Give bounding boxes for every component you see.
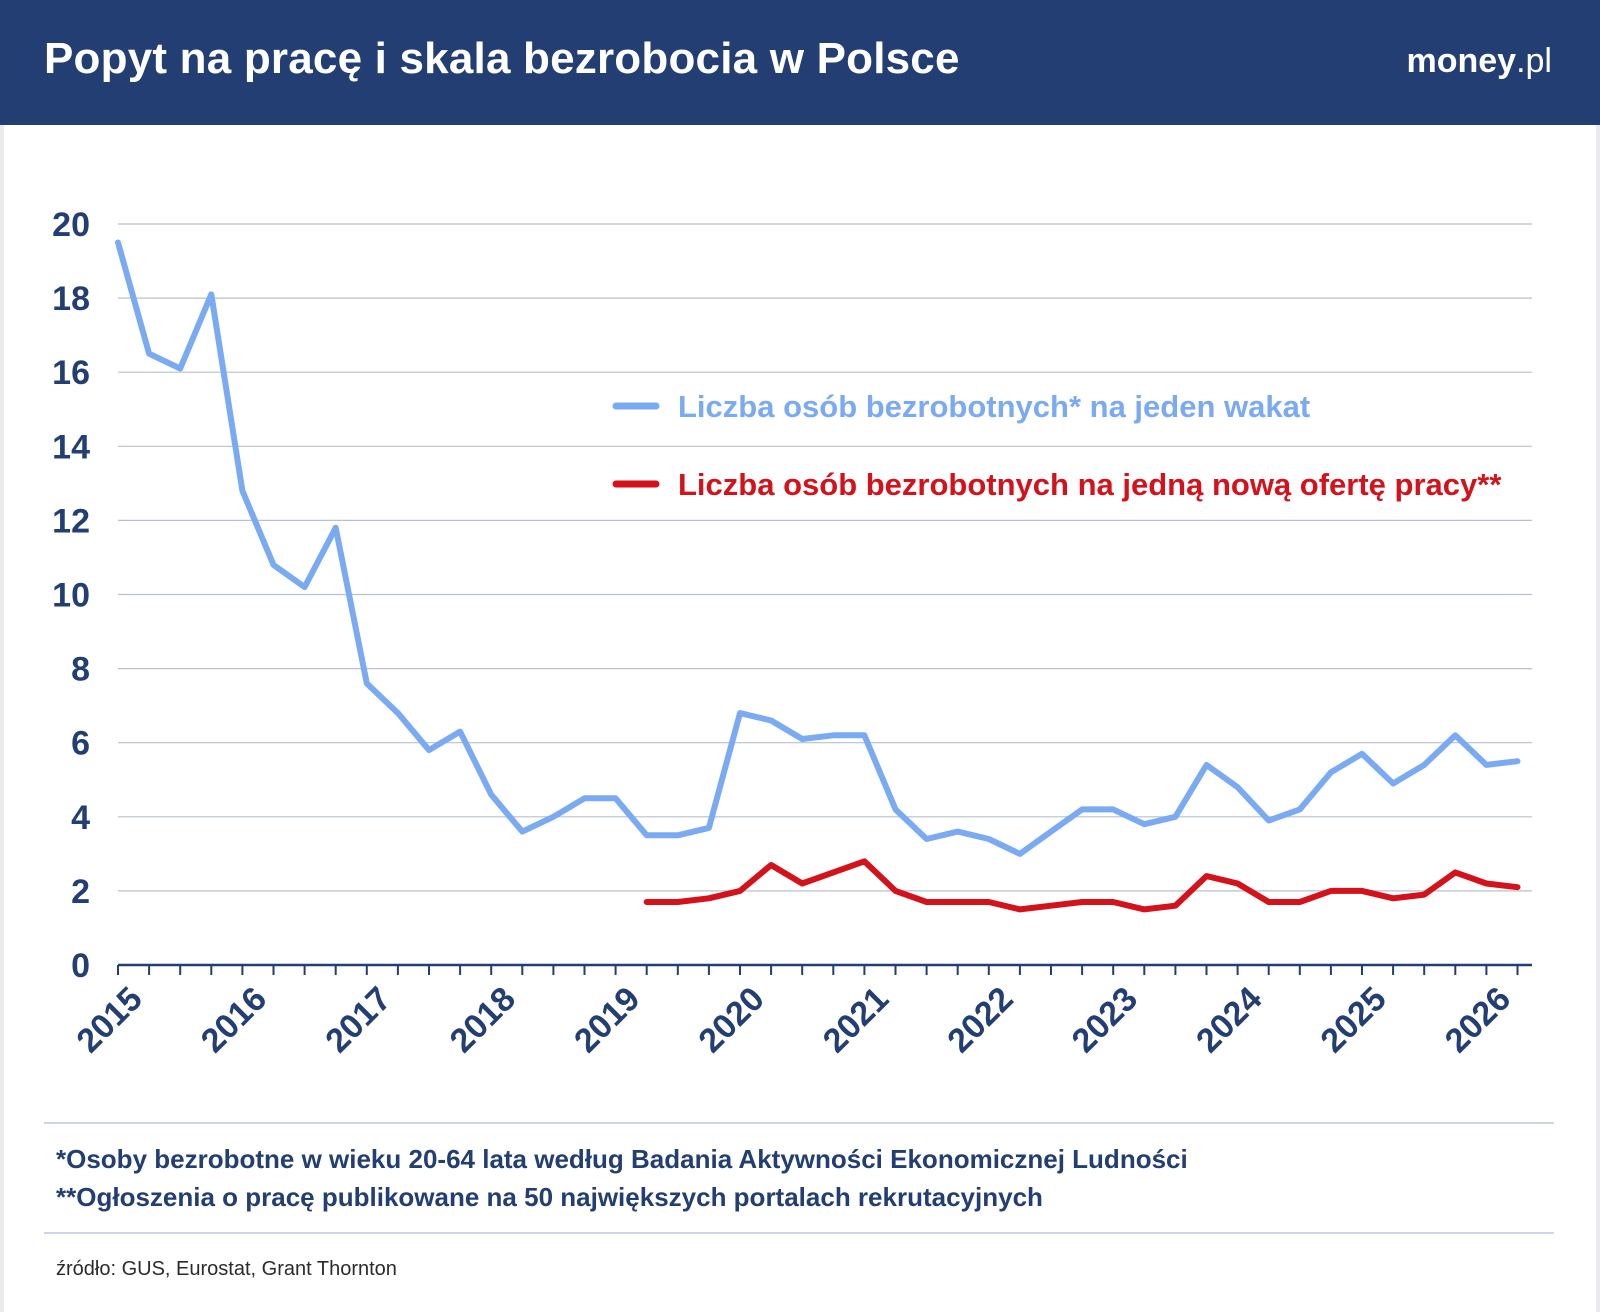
y-tick-label: 16 bbox=[52, 354, 90, 392]
legend-label-1: Liczba osób bezrobotnych* na jeden wakat bbox=[678, 389, 1310, 424]
y-tick-label: 20 bbox=[52, 206, 90, 244]
page-title: Popyt na pracę i skala bezrobocia w Pols… bbox=[44, 34, 960, 83]
x-tick-label: 2026 bbox=[1438, 980, 1518, 1060]
x-tick-label: 2017 bbox=[318, 980, 398, 1060]
left-edge bbox=[0, 125, 4, 1312]
y-tick-label: 2 bbox=[71, 873, 90, 911]
x-tick-label: 2025 bbox=[1313, 980, 1393, 1060]
gridlines bbox=[118, 223, 1532, 892]
logo-text-main: money bbox=[1406, 42, 1517, 80]
x-tick-label: 2023 bbox=[1065, 980, 1145, 1060]
x-axis bbox=[117, 963, 1532, 975]
x-axis-labels: 2015 2016 2017 2018 2019 2020 2021 2022 2023 2024… bbox=[69, 980, 1518, 1060]
footnote-divider-top bbox=[44, 1122, 1554, 1124]
footnote-1: *Osoby bezrobotne w wieku 20-64 lata wed… bbox=[56, 1144, 1188, 1174]
brand-logo: money.pl bbox=[1406, 42, 1552, 81]
footnote-2: **Ogłoszenia o pracę publikowane na 50 n… bbox=[56, 1182, 1043, 1212]
right-edge bbox=[1596, 125, 1600, 1312]
y-axis-labels: 0 2 4 6 8 10 12 14 16 18 20 bbox=[52, 206, 90, 985]
y-tick-label: 0 bbox=[71, 947, 90, 985]
footnote-divider-bottom bbox=[44, 1232, 1554, 1234]
y-tick-label: 6 bbox=[71, 725, 90, 763]
y-tick-label: 14 bbox=[52, 428, 90, 466]
y-tick-label: 10 bbox=[52, 577, 90, 615]
y-tick-label: 8 bbox=[71, 651, 90, 689]
x-tick-label: 2018 bbox=[443, 980, 523, 1060]
series-line-2 bbox=[643, 858, 1521, 913]
x-tick-label: 2016 bbox=[194, 980, 274, 1060]
series-lines bbox=[115, 239, 1521, 913]
y-tick-label: 4 bbox=[71, 799, 90, 837]
x-tick-label: 2021 bbox=[816, 980, 896, 1060]
x-tick-label: 2019 bbox=[567, 980, 647, 1060]
logo-text-suffix: .pl bbox=[1516, 42, 1552, 80]
series-line-1 bbox=[115, 239, 1521, 857]
legend: Liczba osób bezrobotnych* na jeden wakat… bbox=[612, 389, 1502, 502]
x-tick-label: 2015 bbox=[69, 980, 149, 1060]
legend-label-2: Liczba osób bezrobotnych na jedną nową o… bbox=[678, 467, 1502, 502]
x-tick-label: 2020 bbox=[691, 980, 771, 1060]
y-tick-label: 12 bbox=[52, 502, 90, 540]
source-note: źródło: GUS, Eurostat, Grant Thornton bbox=[56, 1258, 397, 1280]
x-tick-label: 2024 bbox=[1189, 980, 1269, 1060]
x-tick-label: 2022 bbox=[940, 980, 1020, 1060]
header-bar: Popyt na pracę i skala bezrobocia w Pols… bbox=[0, 0, 1600, 125]
y-tick-label: 18 bbox=[52, 280, 90, 318]
